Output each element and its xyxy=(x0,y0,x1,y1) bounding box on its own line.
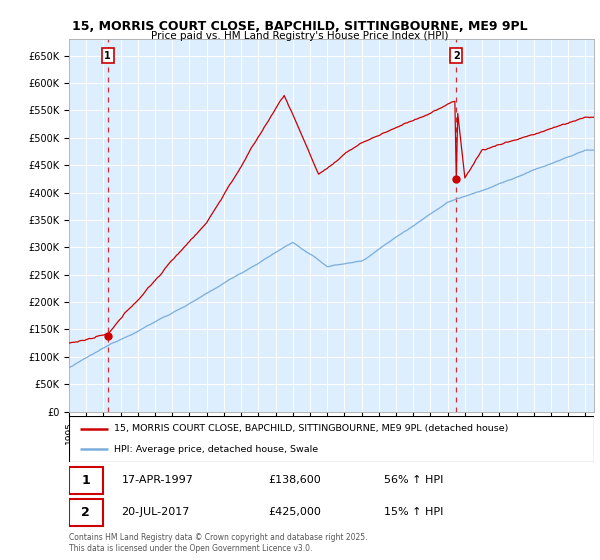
Text: 2: 2 xyxy=(453,50,460,60)
Text: £138,600: £138,600 xyxy=(269,475,321,486)
FancyBboxPatch shape xyxy=(69,466,103,494)
Text: HPI: Average price, detached house, Swale: HPI: Average price, detached house, Swal… xyxy=(113,445,318,454)
Text: 17-APR-1997: 17-APR-1997 xyxy=(121,475,193,486)
Text: 15, MORRIS COURT CLOSE, BAPCHILD, SITTINGBOURNE, ME9 9PL: 15, MORRIS COURT CLOSE, BAPCHILD, SITTIN… xyxy=(72,20,528,32)
Text: 15, MORRIS COURT CLOSE, BAPCHILD, SITTINGBOURNE, ME9 9PL (detached house): 15, MORRIS COURT CLOSE, BAPCHILD, SITTIN… xyxy=(113,424,508,433)
Text: 1: 1 xyxy=(82,474,90,487)
Text: £425,000: £425,000 xyxy=(269,507,322,517)
Text: 56% ↑ HPI: 56% ↑ HPI xyxy=(384,475,443,486)
Text: 20-JUL-2017: 20-JUL-2017 xyxy=(121,507,190,517)
Text: Price paid vs. HM Land Registry's House Price Index (HPI): Price paid vs. HM Land Registry's House … xyxy=(151,31,449,41)
Text: Contains HM Land Registry data © Crown copyright and database right 2025.
This d: Contains HM Land Registry data © Crown c… xyxy=(69,533,367,553)
Text: 1: 1 xyxy=(104,50,111,60)
Text: 2: 2 xyxy=(82,506,90,519)
FancyBboxPatch shape xyxy=(69,499,103,526)
Text: 15% ↑ HPI: 15% ↑ HPI xyxy=(384,507,443,517)
FancyBboxPatch shape xyxy=(69,416,594,462)
